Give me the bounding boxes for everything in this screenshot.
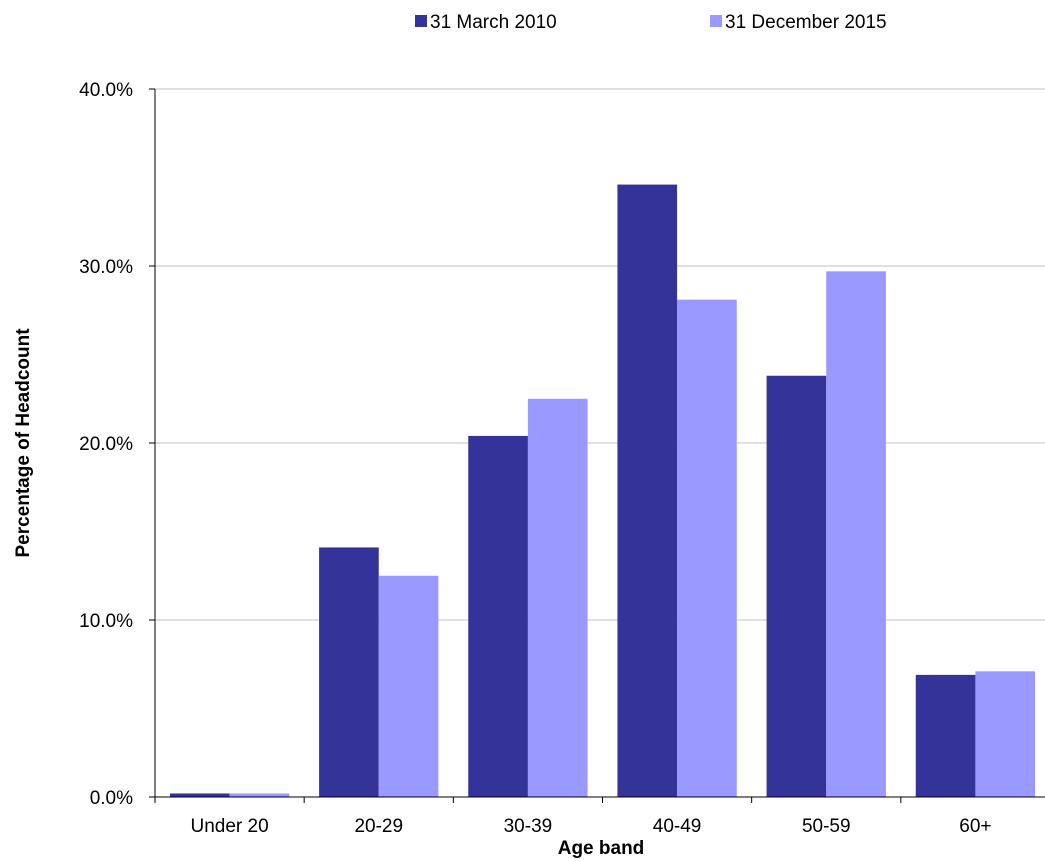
x-tick-label: 30-39 [504, 816, 553, 837]
bar-series-2 [975, 671, 1036, 797]
x-tick-label: 60+ [959, 816, 991, 837]
y-tick-labels: 0.0% 10.0% 20.0% 30.0% 40.0% [79, 80, 155, 809]
bar-series-1 [468, 435, 528, 797]
x-tick-label: 20-29 [354, 816, 403, 837]
bar-series-2 [378, 575, 439, 797]
y-tick-label: 20.0% [79, 434, 133, 455]
bar-series-2 [527, 398, 588, 797]
gridlines [155, 88, 1045, 621]
legend: 31 March 2010 31 December 2015 [415, 12, 887, 33]
x-tick-labels: Under 20 20-29 30-39 40-49 50-59 60+ [154, 797, 992, 837]
bars [169, 184, 1036, 797]
legend-swatch [415, 15, 427, 27]
bar-series-1 [617, 184, 678, 797]
x-tick-label: Under 20 [190, 816, 268, 837]
y-tick-label: 0.0% [90, 788, 133, 809]
legend-label: 31 December 2015 [725, 12, 887, 33]
bar-series-1 [915, 674, 976, 797]
bar-series-1 [319, 547, 379, 797]
bar-series-2 [229, 793, 290, 797]
bar-series-2 [826, 271, 886, 797]
y-axis-title: Percentage of Headcount [13, 328, 34, 558]
x-tick-label: 50-59 [802, 816, 851, 837]
x-tick-label: 40-49 [653, 816, 702, 837]
bar-series-2 [677, 299, 737, 797]
y-tick-label: 30.0% [79, 257, 133, 278]
x-axis-title: Age band [558, 838, 645, 859]
legend-swatch [710, 15, 722, 27]
bar-series-1 [766, 375, 827, 797]
y-tick-label: 10.0% [79, 611, 133, 632]
y-tick-label: 40.0% [79, 80, 133, 101]
legend-label: 31 March 2010 [430, 12, 557, 33]
bar-series-1 [169, 793, 230, 797]
